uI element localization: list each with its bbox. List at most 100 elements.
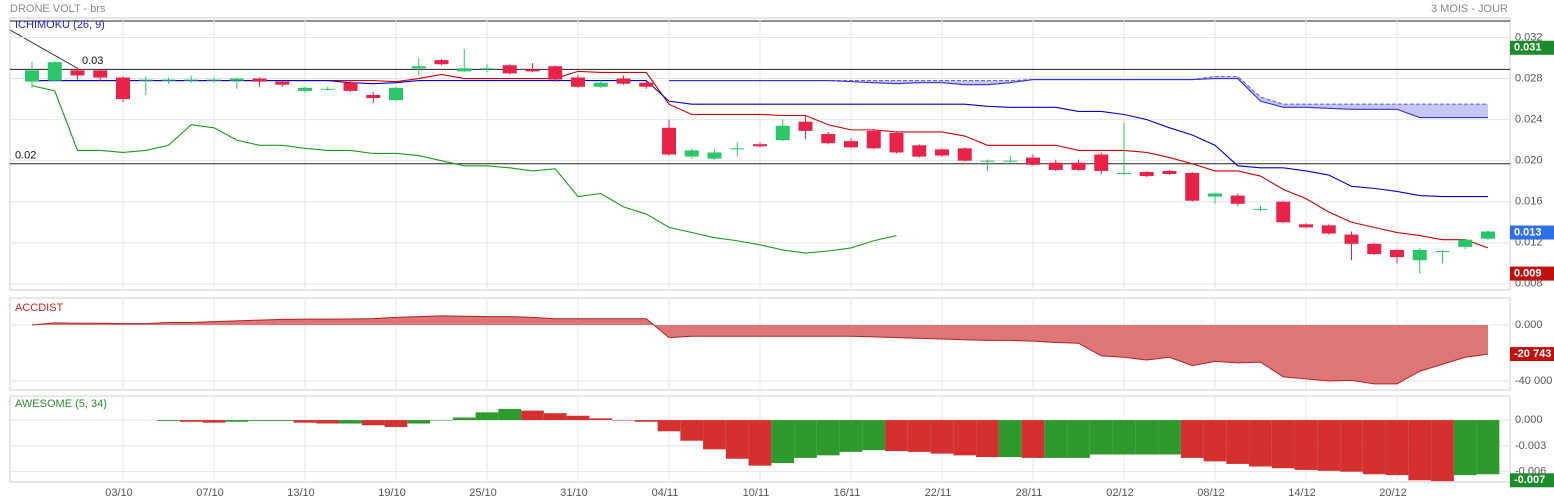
bar: [1362, 420, 1386, 475]
price-tag-label: 0.031: [1514, 42, 1542, 54]
level-label: 0.03: [82, 55, 103, 67]
x-tick-label: 13/10: [287, 487, 315, 499]
last-value-label: -20 743: [1514, 348, 1551, 360]
candle-body: [161, 79, 176, 81]
candle-body: [70, 70, 85, 76]
candle-body: [1458, 239, 1473, 247]
price-tag: [1510, 40, 1554, 55]
candle-body: [1276, 201, 1291, 223]
candle-body: [1390, 249, 1404, 258]
x-tick-label: 04/11: [652, 487, 679, 499]
y-tick-label: 0.024: [1515, 114, 1543, 126]
candle-body: [662, 127, 676, 155]
candle-body: [1071, 162, 1086, 170]
candle-body: [980, 160, 995, 162]
bar: [293, 420, 317, 423]
bar: [225, 420, 249, 422]
candle-body: [25, 70, 39, 82]
x-tick-label: 08/12: [1197, 487, 1225, 499]
y-tick-label: -40 000: [1515, 375, 1552, 387]
candle-body: [207, 79, 221, 81]
candle-body: [434, 60, 449, 65]
candle-body: [1048, 162, 1063, 170]
candle-body: [320, 88, 335, 90]
candle-body: [821, 133, 836, 144]
x-tick-label: 22/11: [925, 487, 952, 499]
bar: [839, 420, 863, 452]
candle-body: [1412, 249, 1427, 261]
bar: [703, 420, 726, 450]
bar: [1089, 420, 1113, 455]
bar: [1431, 420, 1454, 482]
candle-body: [1094, 154, 1109, 171]
candle-body: [1367, 243, 1382, 255]
y-tick-label: 0.008: [1515, 278, 1543, 290]
bar: [1317, 420, 1341, 471]
bar: [589, 418, 613, 421]
candle-body: [753, 144, 767, 147]
price-tag: [1510, 225, 1554, 240]
candle-body: [525, 69, 540, 72]
candle-body: [116, 77, 130, 100]
bar: [1044, 420, 1068, 458]
candle-body: [866, 130, 881, 149]
last-value-tag: [1510, 473, 1554, 488]
bar: [612, 420, 635, 421]
bar: [1294, 420, 1318, 470]
candle-body: [1299, 224, 1313, 228]
candle-body: [1162, 170, 1177, 175]
candle-body: [389, 87, 403, 101]
candle-body: [1253, 208, 1268, 210]
candle-body: [1003, 160, 1018, 162]
y-tick-label: 0.012: [1515, 237, 1543, 249]
bar: [1226, 420, 1250, 464]
candle-body: [1481, 231, 1495, 239]
bar: [361, 420, 385, 426]
indicator-line: [32, 80, 1488, 198]
price-tag-label: 0.013: [1514, 226, 1542, 238]
bar: [1453, 420, 1477, 476]
bar: [475, 412, 499, 421]
bar: [452, 417, 476, 421]
bar: [407, 420, 431, 424]
candle-body: [411, 66, 426, 69]
bar: [521, 410, 544, 421]
bar: [816, 420, 840, 456]
bar: [1067, 420, 1090, 458]
candle-body: [1435, 250, 1450, 252]
y-tick-label: 0.020: [1515, 155, 1543, 167]
price-tag-label: 0.009: [1514, 267, 1542, 279]
x-tick-label: 20/12: [1379, 487, 1407, 499]
x-tick-label: 28/11: [1016, 487, 1043, 499]
candle-body: [730, 148, 745, 150]
bar: [1408, 420, 1432, 481]
bar: [179, 420, 203, 422]
candle-body: [639, 82, 654, 87]
last-value-label: -0.007: [1514, 474, 1545, 486]
candle-body: [502, 65, 517, 74]
candle-body: [889, 132, 904, 153]
candle-body: [798, 121, 813, 131]
candle-body: [912, 145, 927, 157]
bar: [1180, 420, 1204, 458]
bar: [885, 420, 908, 452]
candle-body: [1321, 225, 1336, 234]
candle-body: [1185, 172, 1200, 201]
bar: [634, 420, 658, 422]
bar: [1112, 420, 1136, 455]
bar: [657, 420, 681, 432]
bar: [1021, 420, 1045, 458]
bar: [680, 420, 704, 441]
y-tick-label: 0.028: [1515, 72, 1543, 84]
candle-body: [47, 62, 62, 81]
bar: [1476, 420, 1500, 475]
candle-body: [571, 77, 585, 87]
candle-body: [935, 149, 949, 156]
bar: [725, 420, 749, 459]
bar: [202, 420, 226, 423]
candle-body: [775, 125, 790, 141]
candle-body: [252, 78, 267, 82]
area: [32, 315, 1488, 384]
bar: [316, 420, 340, 424]
indicator-line: [31, 85, 897, 254]
